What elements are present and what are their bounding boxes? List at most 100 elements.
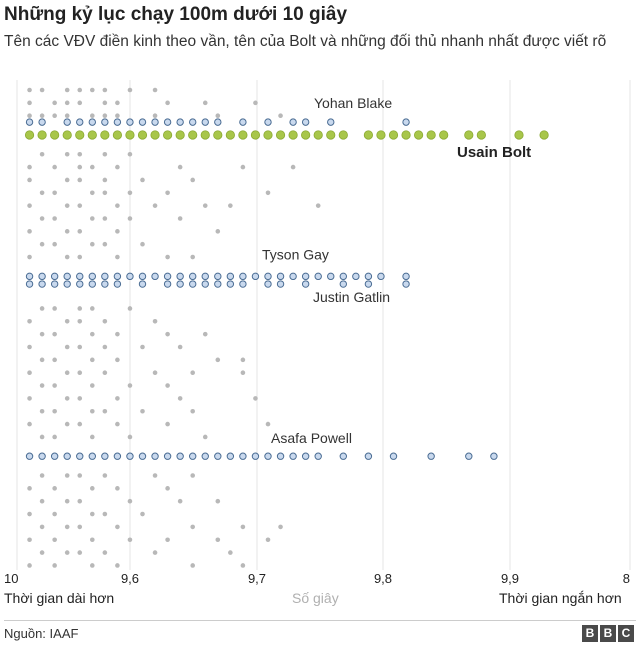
other-athlete-dot bbox=[77, 164, 83, 170]
bolt-dot bbox=[87, 130, 97, 140]
other-athlete-dot bbox=[77, 100, 83, 106]
athlete-dot bbox=[276, 452, 285, 460]
other-athlete-dot bbox=[102, 370, 108, 376]
other-athlete-dot bbox=[27, 113, 32, 118]
athlete-dot bbox=[176, 280, 184, 288]
x-tick-label: 9,8 bbox=[374, 571, 392, 586]
bolt-dot bbox=[326, 130, 336, 140]
x-tick-label: 9,9 bbox=[501, 571, 519, 586]
athlete-dot bbox=[76, 118, 84, 126]
other-athlete-dot bbox=[39, 306, 45, 311]
other-athlete-dot bbox=[90, 511, 95, 517]
other-athlete-dot bbox=[52, 357, 57, 363]
athlete-dot bbox=[63, 118, 71, 126]
athlete-dot bbox=[301, 272, 310, 281]
athlete-dot bbox=[163, 118, 172, 126]
other-athlete-dot bbox=[39, 331, 45, 337]
bolt-dot bbox=[413, 130, 424, 140]
athlete-dot bbox=[113, 118, 122, 126]
other-athlete-dot bbox=[152, 87, 158, 93]
other-athlete-dot bbox=[90, 216, 95, 221]
axis-note-left: Thời gian dài hơn bbox=[4, 590, 115, 606]
athlete-dot bbox=[276, 272, 285, 281]
other-athlete-dot bbox=[64, 229, 70, 234]
other-athlete-dot bbox=[152, 473, 158, 478]
other-athlete-dot bbox=[177, 344, 183, 350]
other-athlete-dot bbox=[90, 113, 95, 118]
bolt-dot bbox=[62, 130, 72, 140]
other-athlete-dot bbox=[102, 216, 108, 221]
other-athlete-dot bbox=[165, 190, 170, 196]
other-athlete-dot bbox=[115, 357, 120, 363]
other-athlete-dot bbox=[77, 229, 83, 234]
other-athlete-dot bbox=[90, 190, 95, 196]
athlete-dot bbox=[189, 272, 197, 281]
other-athlete-dot bbox=[64, 87, 70, 93]
other-athlete-dot bbox=[190, 524, 195, 530]
other-athlete-dot bbox=[77, 203, 83, 208]
athlete-dot bbox=[214, 272, 222, 281]
other-athlete-dot bbox=[27, 164, 32, 170]
athlete-dot bbox=[63, 272, 71, 281]
other-athlete-dot bbox=[52, 190, 57, 196]
bolt-dot bbox=[150, 130, 160, 140]
other-athlete-dot bbox=[102, 550, 108, 555]
athlete-dot bbox=[239, 118, 247, 126]
athlete-dot bbox=[427, 452, 435, 460]
athlete-dot bbox=[276, 280, 285, 288]
other-athlete-dot bbox=[115, 100, 120, 106]
bolt-dot bbox=[539, 130, 549, 140]
other-athlete-dot bbox=[64, 473, 70, 478]
other-athlete-dot bbox=[27, 100, 32, 106]
other-athlete-dot bbox=[177, 396, 183, 401]
athlete-dot bbox=[251, 452, 260, 460]
other-athlete-dot bbox=[115, 563, 120, 568]
other-athlete-dot bbox=[265, 421, 271, 427]
other-athlete-dot bbox=[27, 370, 32, 376]
other-athlete-dot bbox=[190, 473, 195, 478]
athlete-dot bbox=[226, 272, 235, 281]
athlete-dot bbox=[25, 280, 34, 288]
other-athlete-dot bbox=[39, 216, 45, 221]
other-athlete-dot bbox=[102, 344, 108, 350]
other-athlete-dot bbox=[140, 241, 145, 247]
athlete-dot bbox=[38, 118, 46, 126]
other-athlete-dot bbox=[27, 177, 32, 183]
athlete-dot bbox=[352, 272, 360, 281]
athlete-dot bbox=[176, 452, 184, 460]
other-athlete-dot bbox=[102, 473, 108, 478]
other-athlete-dot bbox=[215, 357, 221, 363]
other-athlete-dot bbox=[190, 563, 195, 568]
bolt-dot bbox=[37, 130, 47, 140]
other-athlete-dot bbox=[127, 383, 133, 388]
bolt-dot bbox=[125, 130, 135, 140]
other-athlete-dot bbox=[64, 524, 70, 530]
other-athlete-dot bbox=[64, 396, 70, 401]
other-athlete-dot bbox=[64, 151, 70, 157]
other-athlete-dot bbox=[190, 177, 195, 183]
athlete-dot bbox=[226, 280, 235, 288]
other-athlete-dot bbox=[202, 203, 208, 208]
athlete-name-label: Tyson Gay bbox=[262, 246, 329, 262]
other-athlete-dot bbox=[27, 511, 32, 517]
other-athlete-dot bbox=[90, 408, 95, 414]
athlete-dot bbox=[113, 272, 122, 281]
other-athlete-dot bbox=[77, 370, 83, 376]
athlete-dot bbox=[25, 452, 34, 460]
other-athlete-dot bbox=[152, 203, 158, 208]
other-athlete-dot bbox=[253, 396, 258, 401]
other-athlete-dot bbox=[115, 229, 120, 234]
athlete-dot bbox=[214, 118, 222, 126]
other-athlete-dot bbox=[52, 306, 57, 311]
x-tick-label: 9,6 bbox=[121, 571, 139, 586]
other-athlete-dot bbox=[102, 408, 108, 414]
other-athlete-dot bbox=[127, 216, 133, 221]
athlete-dot bbox=[76, 280, 84, 288]
other-athlete-dot bbox=[90, 241, 95, 247]
athlete-dot bbox=[189, 280, 197, 288]
athlete-dot bbox=[138, 452, 147, 460]
athlete-dot bbox=[239, 272, 247, 281]
other-athlete-dot bbox=[52, 100, 57, 106]
other-athlete-dot bbox=[115, 524, 120, 530]
other-athlete-dot bbox=[77, 344, 83, 350]
